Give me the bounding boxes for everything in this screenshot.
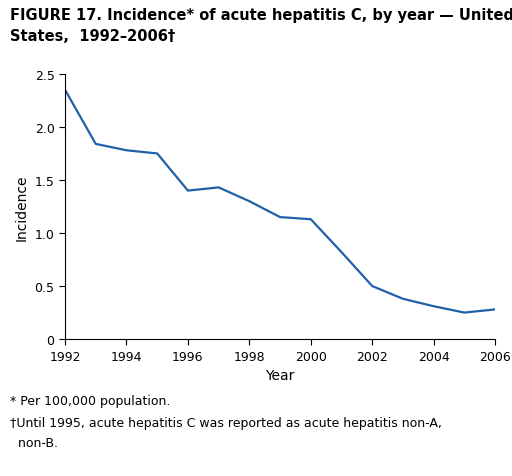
- X-axis label: Year: Year: [265, 368, 295, 382]
- Text: †Until 1995, acute hepatitis C was reported as acute hepatitis non-A,: †Until 1995, acute hepatitis C was repor…: [10, 416, 442, 429]
- Y-axis label: Incidence: Incidence: [15, 174, 29, 240]
- Text: States,  1992–2006†: States, 1992–2006†: [10, 29, 176, 43]
- Text: FIGURE 17. Incidence* of acute hepatitis C, by year — United: FIGURE 17. Incidence* of acute hepatitis…: [10, 8, 512, 23]
- Text: * Per 100,000 population.: * Per 100,000 population.: [10, 394, 170, 407]
- Text: non-B.: non-B.: [10, 436, 58, 449]
